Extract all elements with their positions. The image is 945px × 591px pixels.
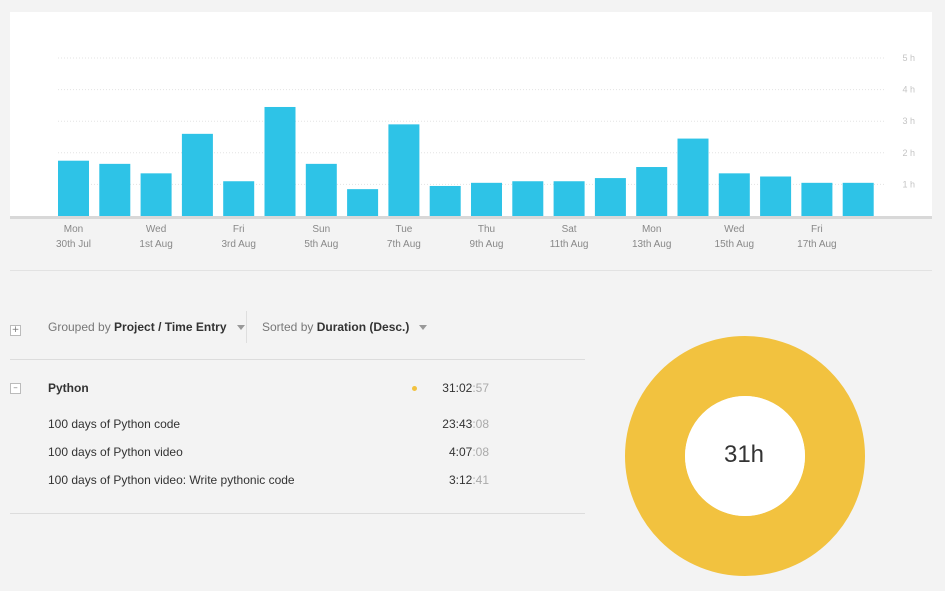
x-tick-label: Fri 17th Aug <box>787 222 847 252</box>
time-entry-duration: 3:12:41 <box>449 473 489 487</box>
time-entry-duration: 4:07:08 <box>449 445 489 459</box>
collapse-project-icon[interactable]: – <box>10 383 21 394</box>
chevron-down-icon <box>236 325 245 331</box>
sort-by-value: Duration (Desc.) <box>316 320 410 334</box>
x-tick-label: Sat 11th Aug <box>539 222 599 252</box>
group-by-value: Project / Time Entry <box>114 320 227 334</box>
group-by-dropdown[interactable]: Grouped by Project / Time Entry <box>48 320 245 334</box>
y-tick-label: 5 h <box>902 53 915 63</box>
x-tick-day: Sat <box>561 224 577 235</box>
bar-chart: 1 h 2 h 3 h 4 h 5 h <box>58 53 915 217</box>
bar[interactable] <box>594 178 626 216</box>
bar-chart-card: 1 h 2 h 3 h 4 h 5 h <box>10 12 932 219</box>
x-tick-date: 13th Aug <box>631 239 672 250</box>
y-tick-label: 1 h <box>902 179 915 189</box>
y-tick-label: 3 h <box>902 116 915 126</box>
x-tick-label: Wed 15th Aug <box>704 222 764 252</box>
bar[interactable] <box>842 182 874 216</box>
project-duration-main: 31:02 <box>442 381 473 395</box>
time-entry-duration-main: 3:12 <box>448 473 473 487</box>
bar[interactable] <box>181 133 213 216</box>
sort-by-dropdown[interactable]: Sorted by Duration (Desc.) <box>262 320 428 334</box>
x-tick-date: 17th Aug <box>797 239 837 250</box>
bar[interactable] <box>429 185 461 216</box>
donut-hole <box>685 396 805 516</box>
time-entry-title[interactable]: 100 days of Python video: Write pythonic… <box>48 473 295 487</box>
x-tick-day: Fri <box>232 224 245 235</box>
bar[interactable] <box>58 160 89 216</box>
x-tick-date: 5th Aug <box>304 239 339 250</box>
time-entry-duration: 23:43:08 <box>442 417 489 431</box>
time-entry-duration-sec: :08 <box>472 417 489 431</box>
x-tick-day: Mon <box>63 224 84 235</box>
bar[interactable] <box>677 138 709 216</box>
x-tick-date: 15th Aug <box>714 239 755 250</box>
time-entry-title[interactable]: 100 days of Python code <box>48 417 181 431</box>
y-tick-label: 2 h <box>902 148 915 158</box>
project-duration: 31:02:57 <box>442 381 489 395</box>
bar[interactable] <box>760 176 792 217</box>
x-tick-day: Thu <box>477 224 496 235</box>
sort-by-prefix: Sorted by <box>262 320 317 334</box>
project-color-dot <box>412 386 417 391</box>
x-tick-day: Fri <box>811 224 823 235</box>
x-tick-day: Wed <box>145 224 167 235</box>
bar[interactable] <box>388 124 420 216</box>
bar[interactable] <box>801 182 833 216</box>
x-tick-label: Tue 7th Aug <box>374 222 434 252</box>
bar[interactable] <box>553 181 585 216</box>
x-tick-day: Mon <box>641 224 662 235</box>
x-tick-date: 7th Aug <box>386 239 421 250</box>
x-tick-label: Mon 30th Jul <box>44 222 104 252</box>
x-tick-date: 1st Aug <box>139 239 173 250</box>
x-tick-date: 30th Jul <box>55 239 92 250</box>
time-entry-duration-main: 4:07 <box>448 445 473 459</box>
group-by-prefix: Grouped by <box>48 320 115 334</box>
x-tick-day: Wed <box>724 224 745 235</box>
project-duration-sec: :57 <box>472 381 489 395</box>
donut-slice[interactable] <box>625 336 865 576</box>
bar[interactable] <box>140 173 172 216</box>
expand-all-icon[interactable]: + <box>10 325 21 336</box>
bar[interactable] <box>512 181 544 216</box>
control-separator <box>246 311 247 343</box>
x-tick-date: 9th Aug <box>469 239 504 250</box>
y-tick-label: 4 h <box>902 85 915 95</box>
table-header-divider <box>10 359 585 360</box>
x-tick-label: Sun 5th Aug <box>291 222 351 252</box>
x-tick-day: Tue <box>395 224 413 235</box>
time-entry-duration-sec: :41 <box>472 473 489 487</box>
bar[interactable] <box>99 163 131 216</box>
x-tick-label: Thu 9th Aug <box>457 222 517 252</box>
bar[interactable] <box>718 173 750 216</box>
time-entry-title[interactable]: 100 days of Python video <box>48 445 183 459</box>
table-bottom-divider <box>10 513 585 514</box>
section-divider <box>10 270 932 271</box>
donut-chart <box>625 336 865 576</box>
bar[interactable] <box>264 106 296 216</box>
donut-total-label: 31h <box>723 441 765 468</box>
bar[interactable] <box>636 167 668 216</box>
x-tick-label: Fri 3rd Aug <box>209 222 269 252</box>
bar[interactable] <box>305 163 337 216</box>
bar[interactable] <box>223 181 255 216</box>
x-tick-label: Mon 13th Aug <box>622 222 682 252</box>
x-tick-day: Sun <box>312 224 331 235</box>
x-tick-date: 3rd Aug <box>221 239 256 250</box>
bar[interactable] <box>347 189 379 216</box>
chevron-down-icon <box>419 325 428 331</box>
time-entry-duration-main: 23:43 <box>442 417 473 431</box>
x-tick-label: Wed 1st Aug <box>126 222 186 252</box>
project-name[interactable]: Python <box>48 381 89 395</box>
x-tick-date: 11th Aug <box>549 239 589 250</box>
bar[interactable] <box>471 182 502 216</box>
time-entry-duration-sec: :08 <box>472 445 489 459</box>
